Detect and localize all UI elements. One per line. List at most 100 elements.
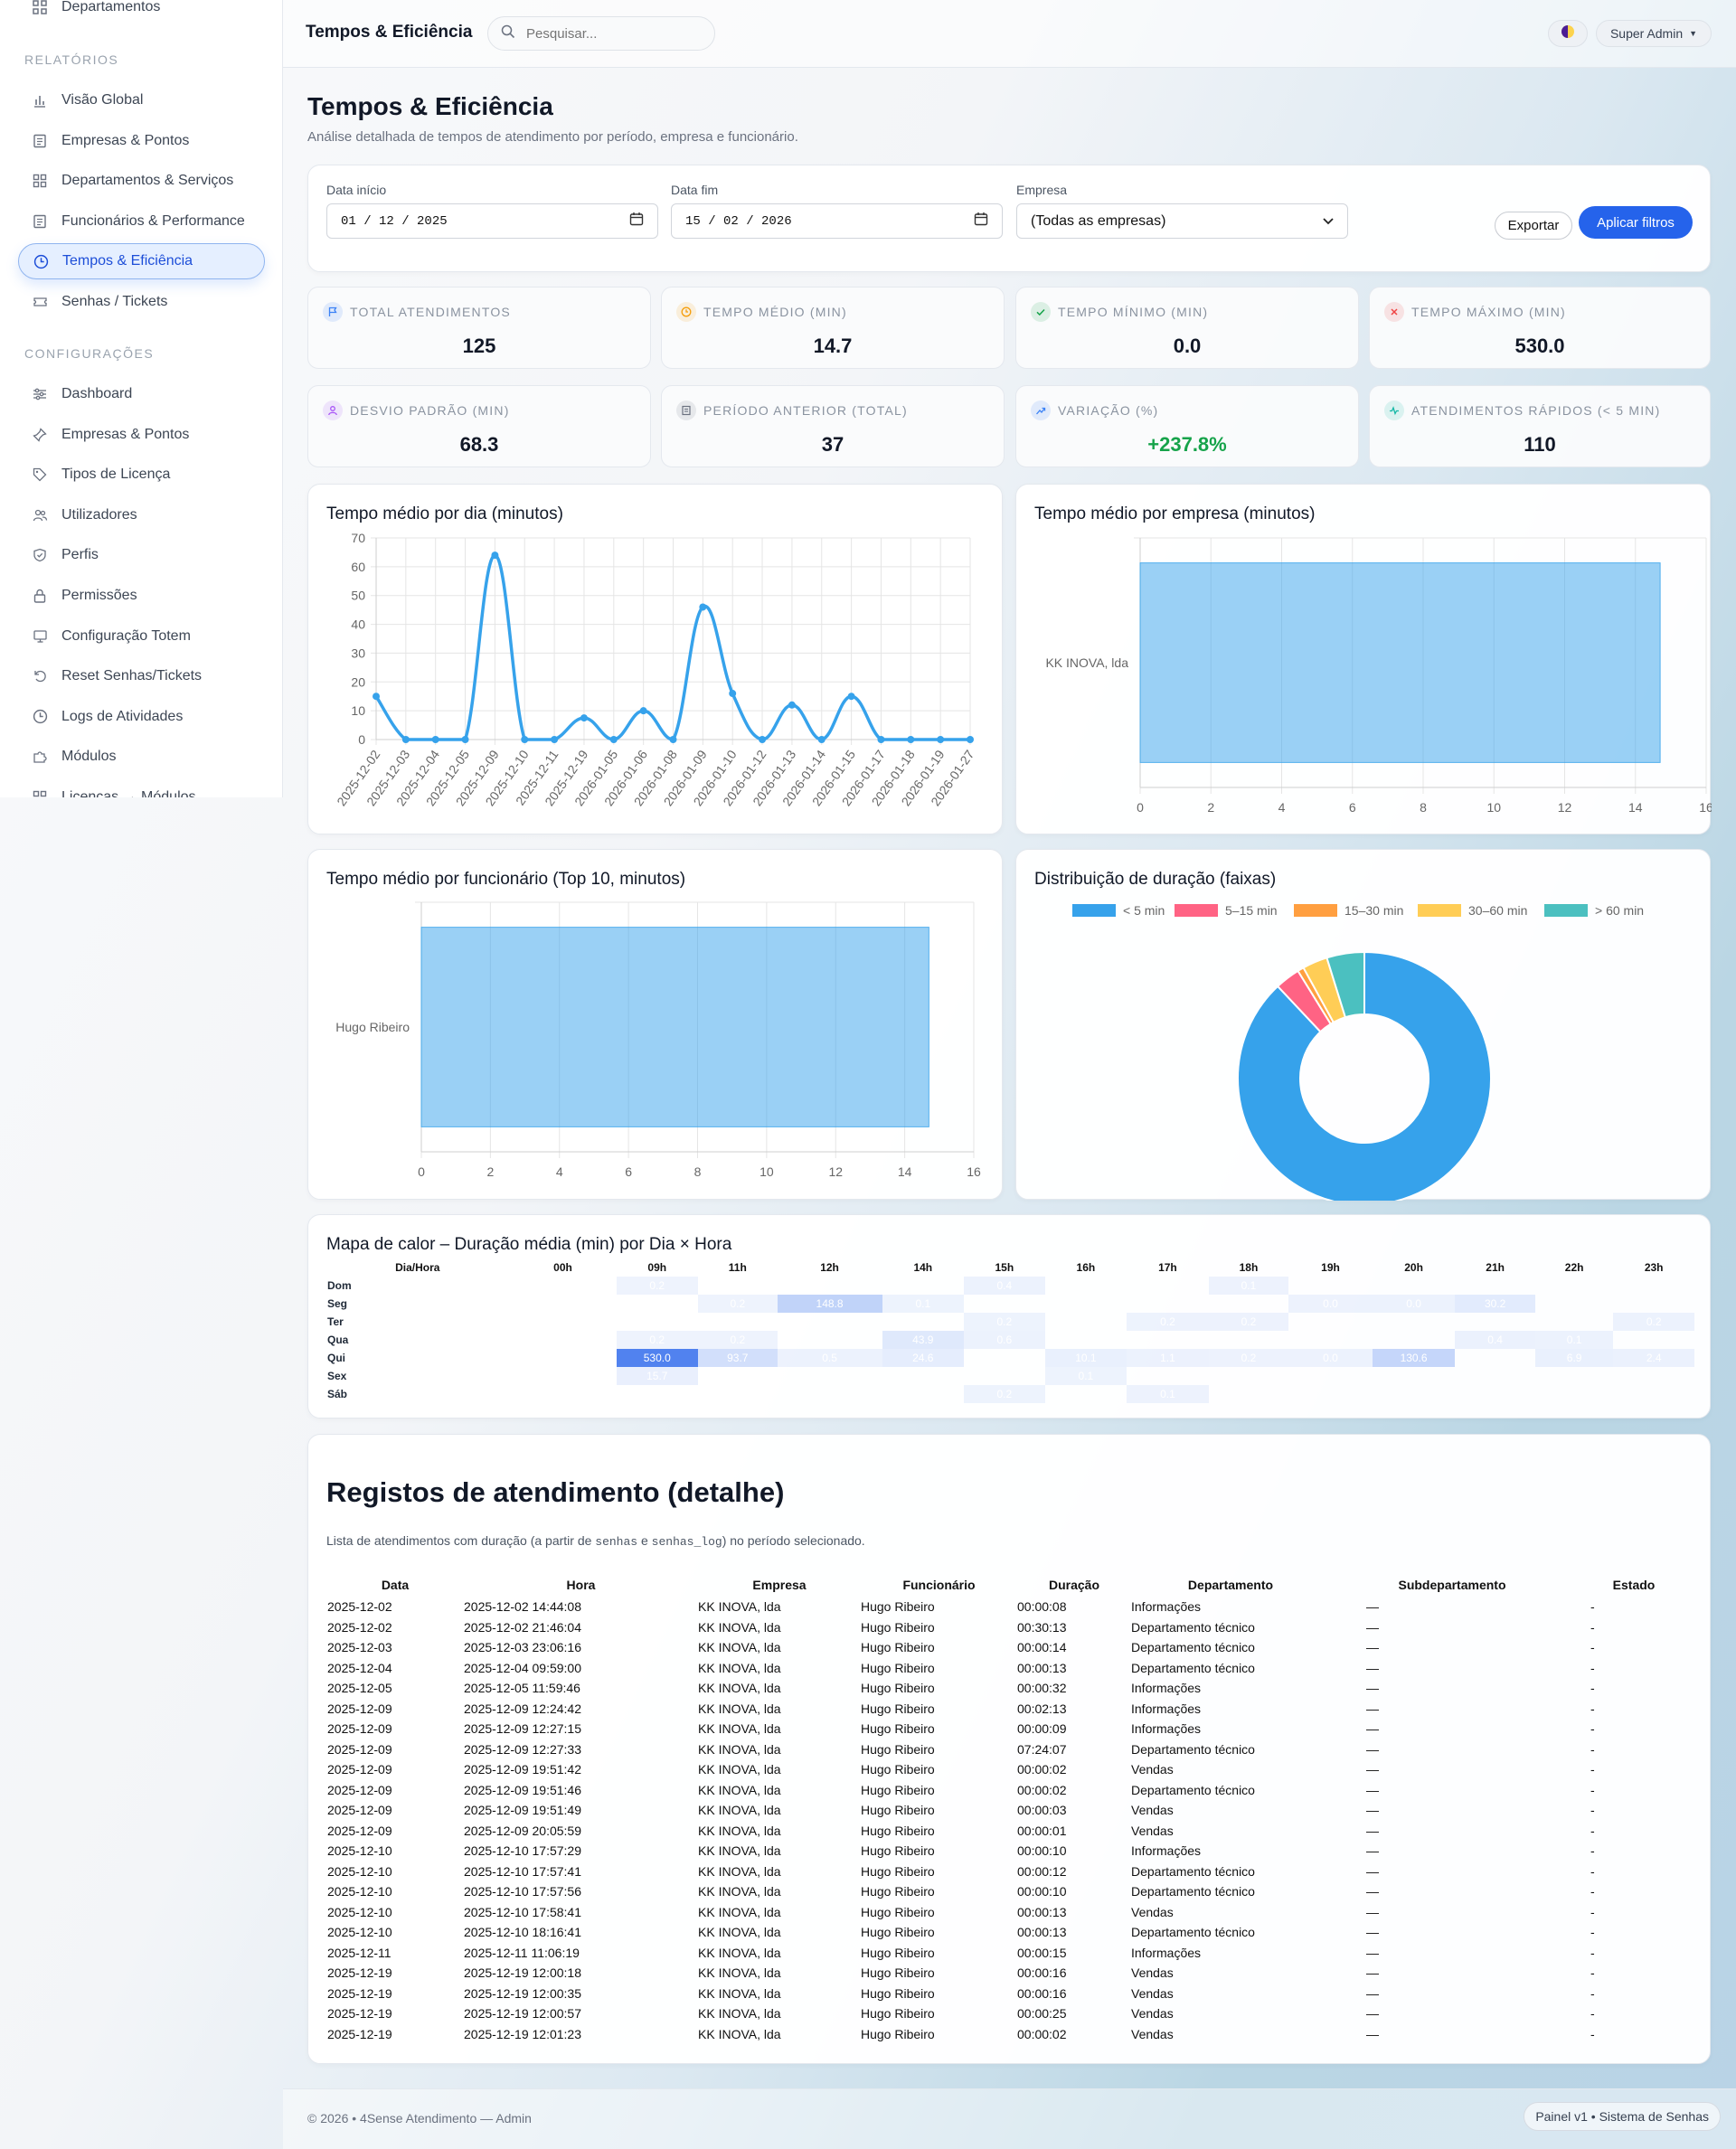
sidebar-item-tempos-eficiencia[interactable]: Tempos & Eficiência	[18, 243, 265, 280]
sidebar-config-item-reset-senhas-tickets[interactable]: Reset Senhas/Tickets	[18, 658, 265, 694]
heatmap-cell[interactable]: 2.4	[1613, 1349, 1694, 1367]
heatmap-cell[interactable]: 0.1	[1534, 1331, 1614, 1349]
legend-item[interactable]: < 5 min	[1072, 903, 1165, 918]
heatmap-cell[interactable]: 0.1	[882, 1295, 965, 1313]
data-point[interactable]	[907, 736, 915, 743]
sidebar-item-departamentos[interactable]: Departamentos	[18, 0, 265, 25]
data-point[interactable]	[551, 736, 559, 743]
heatmap-cell[interactable]: 148.8	[777, 1295, 882, 1313]
data-point[interactable]	[401, 736, 410, 743]
heatmap-cell[interactable]: 0.2	[964, 1385, 1045, 1403]
heatmap-cell[interactable]: 0.1	[1044, 1367, 1127, 1385]
data-point[interactable]	[967, 736, 974, 743]
sidebar-config-item-dashboard[interactable]: Dashboard	[18, 376, 265, 412]
column-header[interactable]: Empresa	[752, 1578, 807, 1592]
end-date-input[interactable]: 15 / 02 / 2026	[671, 203, 1003, 239]
heatmap-cell[interactable]: 0.1	[1127, 1385, 1209, 1403]
heatmap-cell[interactable]: 130.6	[1372, 1349, 1456, 1367]
sidebar-config-item-perfis[interactable]: Perfis	[18, 537, 265, 573]
data-point[interactable]	[937, 736, 945, 743]
data-point[interactable]	[431, 736, 439, 743]
export-button[interactable]: Exportar	[1495, 212, 1572, 240]
sidebar-item-empresas-pontos[interactable]: Empresas & Pontos	[18, 123, 265, 159]
column-header[interactable]: Subdepartamento	[1398, 1578, 1506, 1592]
column-header[interactable]: Data	[381, 1578, 410, 1592]
heatmap-cell[interactable]: 0.6	[964, 1331, 1045, 1349]
column-header[interactable]: Departamento	[1187, 1578, 1274, 1592]
legend-item[interactable]: 15–30 min	[1294, 903, 1403, 918]
heatmap-cell[interactable]: 0.2	[616, 1331, 699, 1349]
records-scroll[interactable]: Data Hora Empresa Funcionário Duração Departa…	[326, 1573, 1694, 2041]
column-header[interactable]: Duração	[1048, 1578, 1100, 1592]
data-point[interactable]	[373, 693, 380, 701]
heatmap-cell[interactable]: 0.0	[1288, 1295, 1373, 1313]
apply-filters-button[interactable]: Aplicar filtros	[1579, 206, 1693, 239]
heatmap-cell[interactable]: 0.2	[698, 1331, 778, 1349]
column-header[interactable]: Hora	[566, 1578, 596, 1592]
heatmap-cell[interactable]: 0.2	[1613, 1313, 1694, 1331]
data-point[interactable]	[699, 603, 707, 611]
user-menu[interactable]: Super Admin ▼	[1596, 20, 1712, 47]
sidebar-config-item-tipos-de-licenca[interactable]: Tipos de Licença	[18, 457, 265, 493]
sidebar-item-departamentos-servicos[interactable]: Departamentos & Serviços	[18, 163, 265, 199]
heatmap-cell[interactable]: 0.2	[1127, 1313, 1209, 1331]
search-input[interactable]	[526, 25, 689, 42]
legend-item[interactable]: 30–60 min	[1418, 903, 1527, 918]
column-header[interactable]: Funcionário	[902, 1578, 976, 1592]
heatmap-cell[interactable]: 6.9	[1534, 1349, 1614, 1367]
heatmap-cell[interactable]: 530.0	[616, 1349, 699, 1367]
heatmap-cell[interactable]: 15.7	[616, 1367, 699, 1385]
heatmap-cell[interactable]: 0.4	[1455, 1331, 1535, 1349]
data-point[interactable]	[847, 693, 855, 701]
data-point[interactable]	[639, 707, 647, 715]
heatmap-cell[interactable]: 43.9	[882, 1331, 965, 1349]
sidebar-item-visao-global[interactable]: Visão Global	[18, 82, 265, 118]
calendar-icon[interactable]	[629, 212, 644, 231]
calendar-icon[interactable]	[974, 212, 988, 231]
data-point[interactable]	[817, 736, 826, 743]
start-date-input[interactable]: 01 / 12 / 2025	[326, 203, 658, 239]
search-box[interactable]	[487, 16, 715, 51]
donut-slice[interactable]	[1237, 950, 1492, 1201]
sidebar-config-item-empresas-pontos[interactable]: Empresas & Pontos	[18, 417, 265, 453]
data-point[interactable]	[759, 736, 767, 743]
heatmap-cell[interactable]: 0.2	[616, 1277, 699, 1295]
heatmap-cell[interactable]: 0.1	[1208, 1277, 1289, 1295]
heatmap-cell[interactable]: 0.2	[964, 1313, 1045, 1331]
data-point[interactable]	[491, 551, 499, 560]
sidebar-config-item-logs-de-atividades[interactable]: Logs de Atividades	[18, 699, 265, 735]
theme-toggle[interactable]	[1548, 20, 1588, 47]
sidebar-config-item-licencas-modulos[interactable]: Licenças → Módulos	[18, 779, 265, 797]
heatmap-cell[interactable]: 0.4	[964, 1277, 1045, 1295]
heatmap-cell[interactable]: 30.2	[1455, 1295, 1535, 1313]
data-point[interactable]	[609, 736, 618, 743]
sidebar-item-senhas-tickets[interactable]: Senhas / Tickets	[18, 284, 265, 320]
donut-slice[interactable]	[1326, 950, 1365, 1019]
legend-item[interactable]: > 60 min	[1544, 903, 1644, 918]
heatmap-cell[interactable]: 0.2	[1208, 1349, 1289, 1367]
company-select[interactable]: (Todas as empresas)	[1016, 203, 1348, 239]
data-point[interactable]	[729, 690, 737, 698]
sidebar-item-funcionarios-performance[interactable]: Funcionários & Performance	[18, 203, 265, 240]
heatmap-cell[interactable]: 10.1	[1044, 1349, 1127, 1367]
data-point[interactable]	[877, 736, 885, 743]
data-point[interactable]	[580, 714, 588, 722]
data-point[interactable]	[669, 736, 677, 743]
sidebar-config-item-permissoes[interactable]: Permissões	[18, 578, 265, 614]
heatmap-cell[interactable]: 0.2	[698, 1295, 778, 1313]
heatmap-cell[interactable]: 0.5	[777, 1349, 882, 1367]
heatmap-cell[interactable]: 1.1	[1127, 1349, 1209, 1367]
bar[interactable]	[1139, 562, 1661, 763]
heatmap-cell[interactable]: 0.2	[1208, 1313, 1289, 1331]
sidebar-config-item-modulos[interactable]: Módulos	[18, 739, 265, 775]
data-point[interactable]	[521, 736, 529, 743]
bar[interactable]	[420, 927, 929, 1127]
sidebar-config-item-utilizadores[interactable]: Utilizadores	[18, 497, 265, 533]
data-point[interactable]	[461, 736, 469, 743]
column-header[interactable]: Estado	[1612, 1578, 1656, 1592]
heatmap-cell[interactable]: 0.0	[1372, 1295, 1456, 1313]
legend-item[interactable]: 5–15 min	[1175, 903, 1278, 918]
heatmap-cell[interactable]: 24.6	[882, 1349, 965, 1367]
sidebar-config-item-configuracao-totem[interactable]: Configuração Totem	[18, 618, 265, 655]
heatmap-cell[interactable]: 93.7	[698, 1349, 778, 1367]
